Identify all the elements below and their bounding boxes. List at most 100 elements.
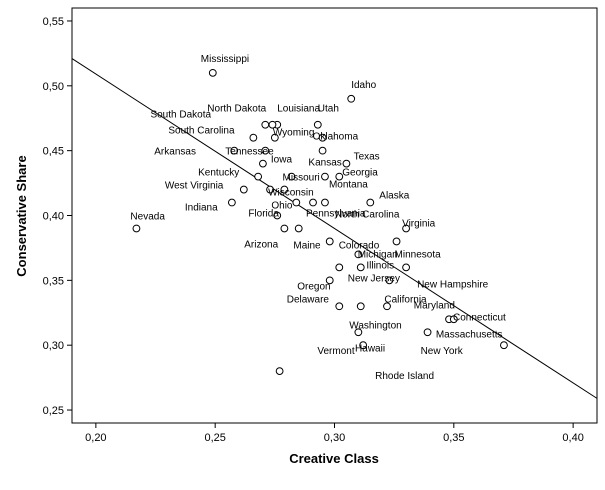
point-label: Michigan <box>358 249 398 260</box>
data-point <box>249 133 258 142</box>
data-point <box>318 146 327 155</box>
data-point <box>449 315 458 324</box>
y-tick-label: 0,40 <box>43 211 64 223</box>
x-tick-label: 0,20 <box>85 432 106 444</box>
data-point <box>239 185 248 194</box>
data-point <box>273 211 282 220</box>
fit-line-group <box>71 58 598 399</box>
x-tick-label: 0,25 <box>204 432 225 444</box>
data-point <box>132 224 141 233</box>
y-tick-label: 0,25 <box>43 405 64 417</box>
point-label: South Dakota <box>150 110 211 121</box>
point-label: South Carolina <box>168 126 235 137</box>
point-label: Arizona <box>244 240 278 251</box>
data-point <box>366 198 375 207</box>
y-tick-label: 0,55 <box>43 16 64 28</box>
point-label: Utah <box>318 104 339 115</box>
data-point <box>280 185 289 194</box>
point-label: Indiana <box>185 203 218 214</box>
data-point <box>500 341 508 350</box>
point-label: Texas <box>354 152 380 163</box>
data-point <box>383 302 391 311</box>
point-label: Delaware <box>287 294 330 305</box>
data-point <box>359 341 368 350</box>
x-tick-label: 0,30 <box>324 432 345 444</box>
x-tick-label: 0,35 <box>443 432 464 444</box>
data-point <box>423 328 432 337</box>
point-label: Illinois <box>366 260 394 271</box>
data-point <box>230 146 239 155</box>
point-label: Vermont <box>317 346 354 357</box>
point-label: Idaho <box>351 80 376 91</box>
data-point <box>292 198 301 207</box>
point-label: Maryland <box>414 300 455 311</box>
point-label: Louisiana <box>277 104 320 115</box>
point-label: Minnesota <box>395 249 442 260</box>
y-tick-label: 0,30 <box>43 340 64 352</box>
point-label: West Virginia <box>165 181 224 192</box>
point-label: Massachusetts <box>436 329 503 340</box>
data-point <box>268 120 277 129</box>
point-label: Connecticut <box>453 312 506 323</box>
data-point <box>356 263 365 272</box>
point-label: Virginia <box>402 218 436 229</box>
point-label: Georgia <box>342 168 378 179</box>
point-label: Oklahoma <box>313 132 359 143</box>
data-point <box>335 263 344 272</box>
data-point <box>321 172 329 181</box>
data-point <box>261 120 270 129</box>
y-axis-title: Conservative Share <box>14 155 29 276</box>
data-point <box>335 172 344 181</box>
data-point <box>208 68 217 77</box>
y-tick-label: 0,50 <box>43 81 64 93</box>
data-point <box>309 198 317 207</box>
point-label: Arkansas <box>154 147 196 158</box>
data-point <box>354 250 363 259</box>
data-point <box>254 172 263 181</box>
point-label: Wyoming <box>273 128 315 139</box>
data-point <box>270 133 279 142</box>
point-label: New Jersey <box>348 273 400 284</box>
point-label: Oregon <box>297 281 330 292</box>
point-label: Hawaii <box>355 343 385 354</box>
point-label: Wisconsin <box>268 188 314 199</box>
data-point <box>402 224 410 233</box>
data-point <box>321 198 329 207</box>
point-label: Alaska <box>379 191 409 202</box>
data-point <box>354 328 363 337</box>
y-axis-ticks: 0,25 0,30 0,35 0,40 0,45 0,50 0,55 <box>43 16 72 417</box>
point-label: Washington <box>349 320 401 331</box>
data-point <box>287 172 296 181</box>
point-label: Ohio <box>271 201 293 212</box>
data-point <box>325 237 334 246</box>
point-label: Nevada <box>130 211 165 222</box>
data-point <box>392 237 401 246</box>
point-label: Montana <box>329 180 368 191</box>
data-point <box>342 159 351 168</box>
data-point <box>356 302 365 311</box>
point-label: North Dakota <box>207 104 266 115</box>
x-axis-title: Creative Class <box>289 451 379 466</box>
data-point <box>313 120 322 129</box>
point-label: Missouri <box>283 173 320 184</box>
data-point <box>259 159 267 168</box>
point-label: Tennessee <box>225 147 274 158</box>
point-label: Maine <box>293 240 321 251</box>
point-label: Florida <box>248 209 279 220</box>
data-points <box>132 68 508 376</box>
point-label: Kentucky <box>198 168 239 179</box>
point-labels: Mississippi Idaho North Dakota LouisianaUta… <box>130 54 506 382</box>
data-point <box>261 146 270 155</box>
point-label: New York <box>421 346 464 357</box>
data-point <box>335 302 344 311</box>
data-point <box>294 224 303 233</box>
point-label: Rhode Island <box>375 371 434 382</box>
fit-line <box>71 58 598 399</box>
point-label: Mississippi <box>201 54 249 65</box>
point-label: New Hampshire <box>417 279 489 290</box>
y-tick-label: 0,45 <box>43 146 64 158</box>
data-point <box>402 263 410 272</box>
x-tick-label: 0,40 <box>562 432 583 444</box>
